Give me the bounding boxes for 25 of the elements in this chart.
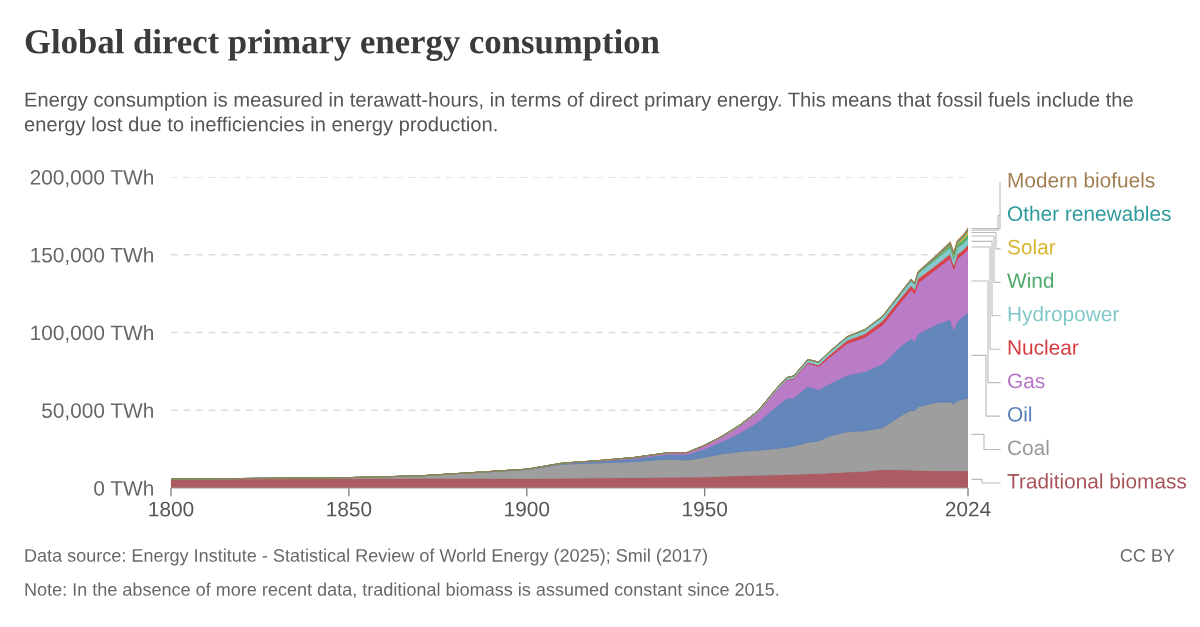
y-tick-label: 0 TWh (94, 480, 153, 496)
text: Modern biofuels (1008, 172, 1155, 188)
x-tick-label: 1850 (327, 501, 372, 517)
x-tick-label: 1800 (149, 501, 194, 517)
text: Note: In the absence of more recent data, traditional biomass is assumed constant since 2015. (25, 582, 779, 598)
x-tick-label: 1950 (683, 501, 728, 517)
chart-subtitle: Energy consumption is measured in terawatt-hours, in terms of direct primary energy. This means that fossil fuels include the energy lost due to inefficiencies in energy production. (24, 92, 1133, 136)
series-label: Coal (1008, 439, 1049, 456)
y-tick-label: 100,000 TWh (31, 324, 153, 343)
series-label: Solar (1007, 239, 1056, 255)
text: CC BY (1120, 549, 1175, 562)
text: Hydropower (1008, 306, 1119, 326)
y-tick-label: 200,000 TWh (30, 169, 153, 188)
text: Wind (1007, 272, 1054, 288)
y-tick-label: 150,000 TWh (31, 247, 153, 265)
series-label: Traditional biomass (1007, 473, 1187, 489)
x-tick-label: 1900 (505, 501, 550, 517)
x-tick-label: 2024 (945, 501, 991, 517)
series-label: Other renewables (1007, 205, 1171, 222)
text: Nuclear (1008, 339, 1079, 355)
y-tick-label: 50,000 TWh (42, 402, 153, 421)
text: Gas (1008, 373, 1045, 389)
chart-title: Global direct primary energy consumption (25, 29, 660, 61)
series-label: Oil (1007, 406, 1032, 422)
source-note: Data source: Energy Institute - Statistical Review of World Energy (2025); Smil (2017) (25, 548, 707, 566)
